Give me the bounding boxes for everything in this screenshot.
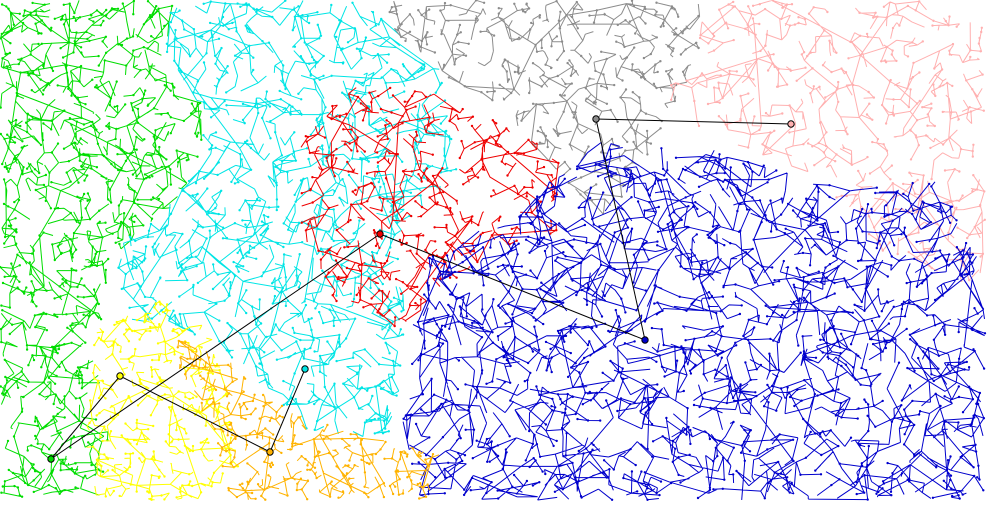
cluster-cyan — [117, 0, 458, 437]
gray-hub-node — [592, 115, 600, 123]
link-green-hub-to-red-hub — [50, 233, 381, 460]
link-red-hub-to-blue-hub — [379, 233, 646, 341]
cluster-orange — [176, 339, 440, 501]
link-blue-hub-to-gray-hub — [595, 118, 646, 341]
cluster-pink-edges — [670, 0, 986, 281]
red-hub-node — [376, 230, 384, 238]
cluster-yellow-nodes — [88, 300, 240, 502]
pink-hub-node — [787, 120, 795, 128]
cluster-blue — [402, 141, 987, 502]
cluster-yellow-edges — [86, 301, 239, 501]
cyan-hub-node — [301, 365, 309, 373]
link-yellow-hub-to-orange-hub — [119, 375, 271, 453]
cluster-yellow — [86, 300, 240, 502]
cluster-gray — [388, 0, 701, 215]
cluster-green — [0, 0, 203, 498]
link-green-hub-to-yellow-hub — [50, 375, 121, 460]
green-hub-node — [47, 455, 55, 463]
orange-hub-node — [266, 448, 274, 456]
cluster-pink — [669, 0, 986, 282]
link-orange-hub-to-cyan-hub — [269, 368, 306, 453]
yellow-hub-node — [116, 372, 124, 380]
cluster-hubs — [47, 115, 795, 463]
blue-hub-node — [641, 336, 649, 344]
inter-cluster-links — [50, 118, 792, 460]
link-gray-hub-to-pink-hub — [595, 118, 792, 125]
